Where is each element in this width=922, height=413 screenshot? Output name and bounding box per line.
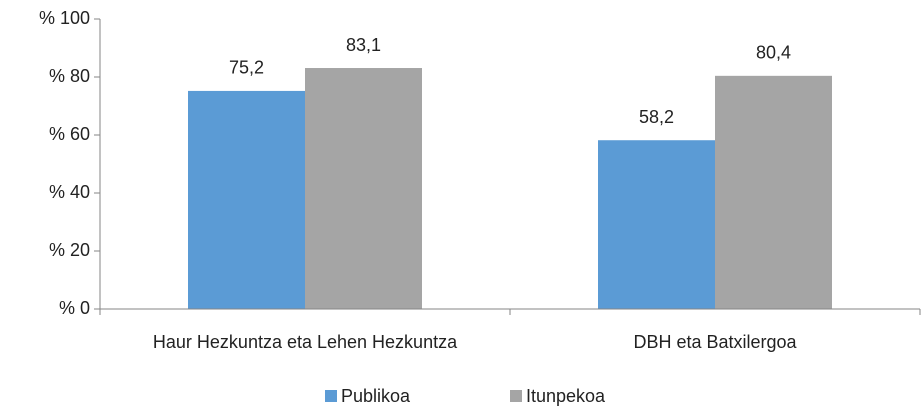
- bar: [598, 140, 715, 309]
- y-tick-label: % 80: [49, 66, 90, 86]
- legend-swatch: [510, 390, 522, 402]
- legend-label: Itunpekoa: [526, 386, 606, 406]
- y-tick-label: % 60: [49, 124, 90, 144]
- data-label: 80,4: [756, 43, 791, 63]
- x-tick-label: DBH eta Batxilergoa: [633, 332, 797, 352]
- data-label: 58,2: [639, 107, 674, 127]
- y-tick-label: % 100: [39, 8, 90, 28]
- bar: [305, 68, 422, 309]
- legend-label: Publikoa: [341, 386, 411, 406]
- y-tick-label: % 20: [49, 240, 90, 260]
- legend-swatch: [325, 390, 337, 402]
- y-tick-label: % 0: [59, 298, 90, 318]
- bar: [188, 90, 305, 309]
- bar: [715, 75, 832, 309]
- data-label: 83,1: [346, 35, 381, 55]
- x-tick-label: Haur Hezkuntza eta Lehen Hezkuntza: [153, 332, 458, 352]
- y-tick-label: % 40: [49, 182, 90, 202]
- data-label: 75,2: [229, 58, 264, 78]
